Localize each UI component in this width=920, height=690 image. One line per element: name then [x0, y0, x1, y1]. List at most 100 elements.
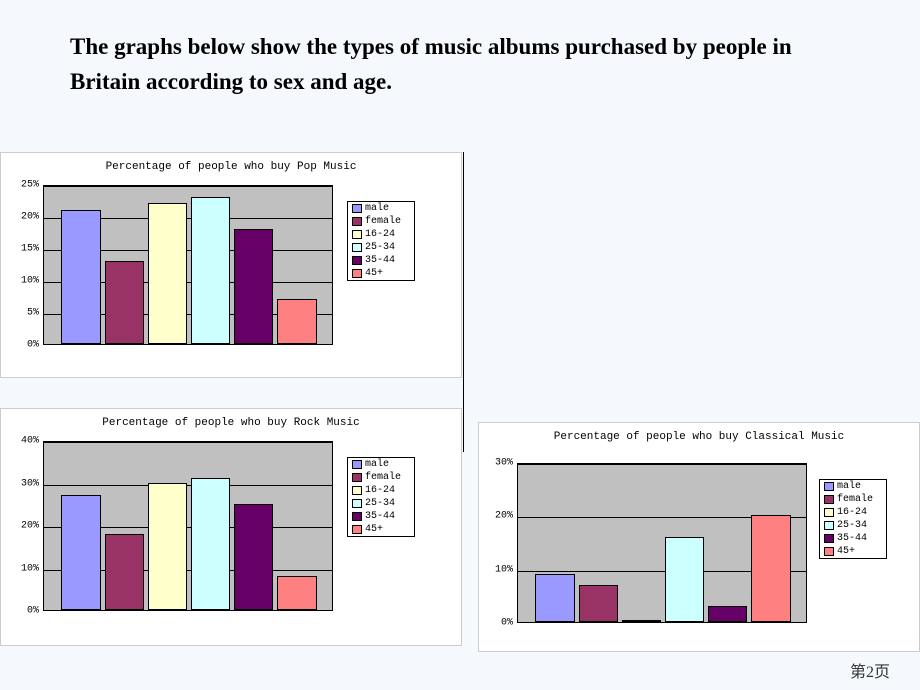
legend-item: male [348, 458, 414, 471]
y-tick-label: 20% [11, 521, 39, 532]
chart-rock: Percentage of people who buy Rock Music0… [0, 408, 462, 646]
y-tick-label: 10% [11, 563, 39, 574]
legend-swatch [824, 482, 834, 491]
bar-male [61, 495, 100, 610]
legend-swatch [352, 243, 362, 252]
bar-45plus [277, 299, 316, 344]
legend-swatch [352, 512, 362, 521]
legend-swatch [352, 460, 362, 469]
y-tick-label: 0% [485, 618, 513, 629]
bar-35-44 [234, 504, 273, 610]
legend-item: 16-24 [348, 228, 414, 241]
legend-swatch [352, 499, 362, 508]
legend-label: female [837, 494, 873, 505]
plot-area [43, 185, 333, 345]
bar-female [579, 585, 618, 622]
legend-item: 45+ [348, 267, 414, 280]
legend-label: 45+ [365, 268, 383, 279]
legend-label: 16-24 [365, 229, 395, 240]
gridline [44, 485, 332, 486]
bar-45plus [751, 515, 790, 622]
y-tick-label: 20% [485, 511, 513, 522]
y-tick-label: 10% [11, 276, 39, 287]
legend-item: 35-44 [348, 510, 414, 523]
legend-item: male [348, 202, 414, 215]
legend-label: 25-34 [365, 498, 395, 509]
legend-label: male [365, 203, 389, 214]
bar-male [61, 210, 100, 344]
legend-swatch [352, 473, 362, 482]
legend-label: 45+ [837, 546, 855, 557]
chart-pop: Percentage of people who buy Pop Music0%… [0, 152, 462, 378]
legend-swatch [352, 486, 362, 495]
chart-classical: Percentage of people who buy Classical M… [478, 422, 920, 652]
y-tick-label: 40% [11, 436, 39, 447]
legend-label: 35-44 [365, 255, 395, 266]
legend-label: 35-44 [365, 511, 395, 522]
legend-item: 45+ [820, 545, 886, 558]
legend-item: 35-44 [348, 254, 414, 267]
bar-female [105, 261, 144, 344]
legend-item: 25-34 [348, 497, 414, 510]
plot-area [517, 463, 807, 623]
legend-item: female [348, 215, 414, 228]
legend-item: male [820, 480, 886, 493]
y-tick-label: 30% [11, 478, 39, 489]
bar-female [105, 534, 144, 611]
legend-swatch [824, 534, 834, 543]
legend-item: 45+ [348, 523, 414, 536]
legend-swatch [352, 204, 362, 213]
plot-area [43, 441, 333, 611]
legend-swatch [824, 521, 834, 530]
bar-25-34 [191, 197, 230, 344]
bar-25-34 [191, 478, 230, 610]
legend-item: 16-24 [820, 506, 886, 519]
bar-16-24 [148, 203, 187, 344]
legend-item: 25-34 [348, 241, 414, 254]
legend-label: female [365, 472, 401, 483]
legend-label: 16-24 [365, 485, 395, 496]
y-tick-label: 20% [11, 212, 39, 223]
y-tick-label: 30% [485, 458, 513, 469]
legend-label: female [365, 216, 401, 227]
legend-swatch [352, 217, 362, 226]
page-title: The graphs below show the types of music… [70, 30, 830, 99]
legend: male female 16-24 25-34 35-44 45+ [347, 457, 415, 537]
y-tick-label: 5% [11, 308, 39, 319]
legend-item: 35-44 [820, 532, 886, 545]
gridline [44, 186, 332, 187]
legend-item: 16-24 [348, 484, 414, 497]
legend-swatch [824, 508, 834, 517]
y-tick-label: 0% [11, 340, 39, 351]
page-number: 第2页 [850, 658, 890, 682]
legend-swatch [352, 269, 362, 278]
legend-swatch [824, 547, 834, 556]
bar-25-34 [665, 537, 704, 622]
legend-label: 45+ [365, 524, 383, 535]
gridline [44, 442, 332, 443]
bar-35-44 [708, 606, 747, 622]
legend-swatch [352, 525, 362, 534]
y-tick-label: 10% [485, 564, 513, 575]
legend-swatch [352, 256, 362, 265]
bar-male [535, 574, 574, 622]
bar-16-24 [148, 483, 187, 611]
legend-label: 25-34 [365, 242, 395, 253]
legend-item: 25-34 [820, 519, 886, 532]
legend-item: female [820, 493, 886, 506]
bar-35-44 [234, 229, 273, 344]
gridline [518, 464, 806, 465]
legend: male female 16-24 25-34 35-44 45+ [819, 479, 887, 559]
legend-label: 16-24 [837, 507, 867, 518]
bar-16-24 [622, 620, 661, 622]
legend-label: 25-34 [837, 520, 867, 531]
y-tick-label: 25% [11, 180, 39, 191]
legend-label: male [365, 459, 389, 470]
legend: male female 16-24 25-34 35-44 45+ [347, 201, 415, 281]
legend-label: male [837, 481, 861, 492]
y-tick-label: 0% [11, 606, 39, 617]
legend-swatch [824, 495, 834, 504]
y-tick-label: 15% [11, 244, 39, 255]
legend-item: female [348, 471, 414, 484]
legend-label: 35-44 [837, 533, 867, 544]
